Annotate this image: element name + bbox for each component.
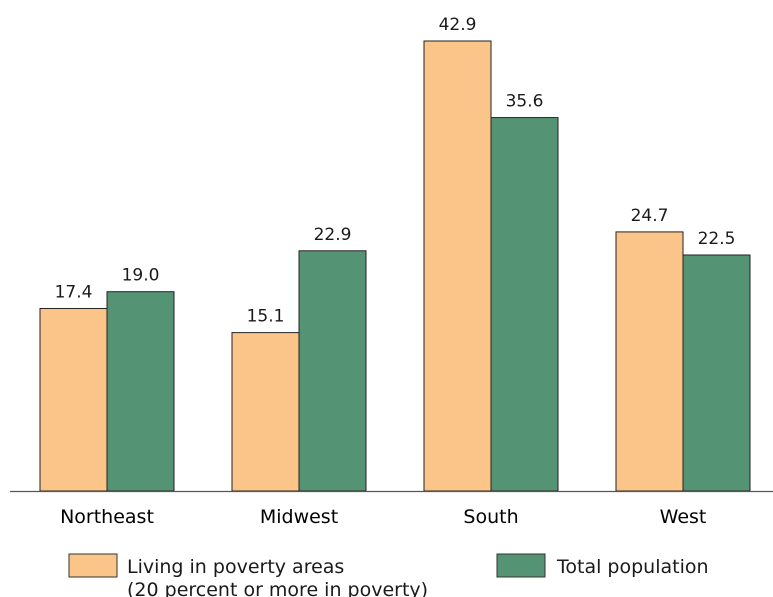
- value-label-west-series-1: 22.5: [698, 229, 736, 249]
- value-labels-group: 17.4 19.0 15.1 22.9 42.9 35.6 24.7 22.5: [55, 15, 736, 327]
- value-label-west-series-0: 24.7: [631, 206, 669, 226]
- legend-label-poverty-areas-line2: (20 percent or more in poverty): [127, 579, 428, 597]
- value-label-northeast-series-0: 17.4: [55, 282, 93, 302]
- bar-west-series-0: [615, 231, 684, 492]
- value-label-south-series-0: 42.9: [439, 15, 477, 35]
- bar-south-series-1: [490, 117, 559, 492]
- legend-label-poverty-areas: Living in poverty areas: [127, 556, 344, 578]
- legend: Living in poverty areas (20 percent or m…: [68, 553, 709, 597]
- value-label-south-series-1: 35.6: [506, 92, 544, 112]
- value-label-northeast-series-1: 19.0: [122, 266, 160, 286]
- bars-group: [39, 40, 751, 492]
- value-label-midwest-series-0: 15.1: [247, 307, 285, 327]
- legend-label-total-population: Total population: [556, 556, 709, 578]
- bar-midwest-series-0: [231, 332, 300, 492]
- bar-west-series-1: [682, 254, 751, 492]
- bar-northeast-series-0: [39, 307, 108, 492]
- category-label-midwest: Midwest: [260, 506, 338, 528]
- legend-swatch-poverty-areas: [68, 553, 118, 578]
- category-label-northeast: Northeast: [60, 506, 154, 528]
- bar-midwest-series-1: [298, 250, 367, 492]
- category-label-west: West: [660, 506, 707, 528]
- category-labels-group: Northeast Midwest South West: [60, 506, 706, 528]
- legend-swatch-total-population: [496, 553, 546, 578]
- value-label-midwest-series-1: 22.9: [314, 225, 352, 245]
- bar-south-series-0: [423, 40, 492, 492]
- category-label-south: South: [463, 506, 518, 528]
- bar-northeast-series-1: [106, 291, 175, 492]
